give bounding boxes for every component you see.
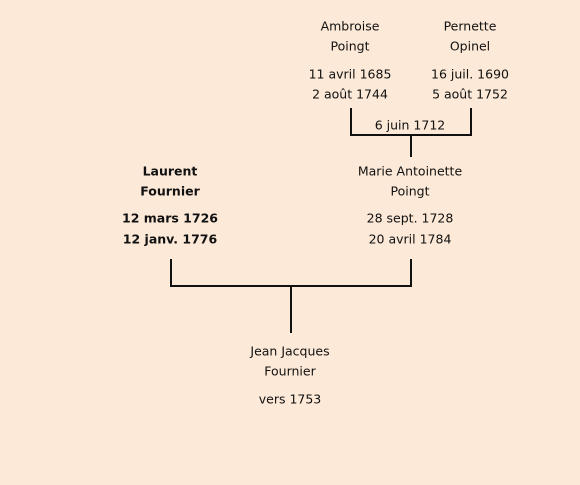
- person: Marie Antoinette Poingt 28 sept. 1728 20…: [358, 164, 463, 247]
- person-name: Fournier: [140, 184, 200, 199]
- person-name: Fournier: [264, 364, 316, 379]
- person-date: 11 avril 1685: [309, 67, 392, 82]
- person: Laurent Fournier 12 mars 1726 12 janv. 1…: [122, 164, 218, 247]
- person: Pernette Opinel 16 juil. 1690 5 août 175…: [431, 19, 509, 102]
- person-name: Pernette: [444, 19, 497, 34]
- person-date: vers 1753: [259, 392, 322, 407]
- person-date: 5 août 1752: [432, 87, 508, 102]
- person-name: Opinel: [450, 39, 490, 54]
- person-name: Ambroise: [321, 19, 380, 34]
- person-name: Marie Antoinette: [358, 164, 463, 179]
- person-date: 16 juil. 1690: [431, 67, 509, 82]
- person-name: Jean Jacques: [249, 344, 329, 359]
- marriage-date: 6 juin 1712: [375, 118, 446, 133]
- person-name: Laurent: [143, 164, 198, 179]
- person-date: 2 août 1744: [312, 87, 388, 102]
- connectors: [170, 108, 472, 333]
- person-date: 28 sept. 1728: [367, 211, 454, 226]
- person-date: 12 mars 1726: [122, 211, 218, 226]
- person-date: 20 avril 1784: [369, 232, 452, 247]
- person: Ambroise Poingt 11 avril 1685 2 août 174…: [309, 19, 392, 102]
- person-date: 12 janv. 1776: [123, 232, 218, 247]
- person-name: Poingt: [331, 39, 370, 54]
- person: Jean Jacques Fournier vers 1753: [249, 344, 329, 407]
- person-name: Poingt: [391, 184, 430, 199]
